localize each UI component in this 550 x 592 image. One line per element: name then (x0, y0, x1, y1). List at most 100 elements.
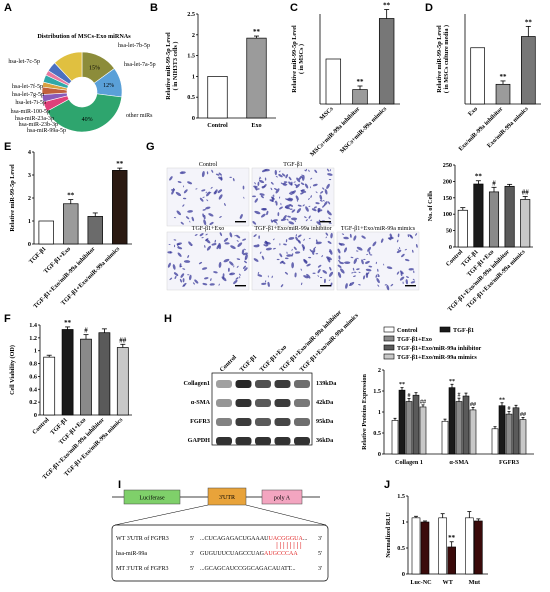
blot-band-2-2 (255, 418, 271, 426)
cell-1 (315, 191, 318, 194)
pie-label-7: hsa-let-7i-5p (15, 100, 46, 106)
bar-C-0 (325, 58, 342, 105)
cell-4 (341, 233, 345, 235)
cell-2 (188, 241, 193, 247)
bar-E-0 (38, 220, 54, 245)
y-tick-label-F: 0.2 (29, 399, 37, 406)
cell-3 (267, 281, 270, 287)
cell-1 (270, 219, 273, 223)
y-tick-label-F: 0.6 (29, 373, 37, 380)
y-axis-label-E: Relative miR-99-5p Level (9, 164, 16, 232)
cell-2 (238, 273, 241, 276)
pie-pct-label-0: 15% (89, 65, 100, 71)
blot-kda-label-0: 139kDa (316, 380, 336, 387)
cell-4 (337, 272, 342, 278)
cell-3 (323, 278, 326, 284)
cell-0 (203, 219, 207, 226)
cell-0 (203, 214, 206, 220)
bar-H-2-4 (519, 419, 527, 455)
cell-3 (308, 237, 311, 240)
cell-4 (338, 259, 341, 263)
scale-bar-2 (235, 285, 246, 287)
cell-4 (377, 268, 379, 272)
sig-mark-E-1: ** (67, 192, 75, 200)
cell-2 (182, 268, 186, 270)
alignment-name-1: hsa-miR-99a (116, 551, 147, 557)
alignment-end-2: 5' (190, 566, 194, 572)
micrograph-2 (166, 231, 250, 291)
pie-label-4: hsa-miR-23b-3p (19, 122, 58, 128)
bar-E-2 (87, 216, 103, 245)
cell-1 (327, 201, 331, 205)
cell-2 (210, 278, 212, 282)
panel-letter-F: F (4, 313, 11, 325)
cell-1 (328, 179, 332, 181)
blot-protein-label-1: α-SMA (191, 399, 211, 406)
cell-2 (229, 232, 233, 238)
cell-3 (294, 272, 297, 278)
cell-2 (229, 261, 234, 266)
bar-H-2-3 (512, 407, 520, 455)
micrograph-label-4: TGF-β1+Exo/miR-99a mimics (341, 226, 416, 232)
cell-1 (307, 198, 310, 200)
sig-mark-F-1: ** (64, 319, 72, 327)
blot-band-3-4 (294, 437, 310, 445)
chart-title-A: Distribution of MSCs-Exo miRNAs (37, 33, 131, 40)
cell-1 (302, 174, 305, 181)
cell-1 (275, 201, 278, 206)
cell-1 (283, 181, 288, 183)
sig-mark-G-2: # (492, 179, 496, 187)
blot-band-2-1 (235, 418, 252, 426)
cell-4 (367, 246, 371, 252)
cell-4 (343, 236, 349, 240)
y-tick-label-H: 0 (378, 451, 381, 458)
legend-label-1: TGF-β1 (453, 327, 474, 334)
cell-4 (366, 272, 370, 275)
legend-swatch-1 (439, 326, 451, 333)
bar-G-3 (504, 185, 515, 248)
cell-2 (177, 252, 182, 257)
y-tick-label-F: 1.4 (29, 322, 37, 329)
alignment-end-1: 3' (190, 551, 194, 557)
panel-letter-G: G (146, 141, 155, 153)
category-label-E-0: TGF-β1 (28, 245, 48, 265)
y-tick-label-G: 100 (443, 211, 452, 218)
cell-1 (272, 195, 275, 197)
bar-F-0 (43, 356, 56, 416)
cell-1 (279, 206, 283, 210)
cell-0 (182, 197, 187, 200)
cell-3 (291, 262, 294, 269)
construct-label-1: 3'UTR (219, 495, 235, 501)
cell-0 (242, 185, 245, 190)
cell-2 (213, 271, 218, 274)
y-tick-label-G: 150 (443, 195, 452, 202)
micrograph-frame-0 (166, 167, 250, 227)
blot-kda-label-3: 36kDa (316, 437, 333, 444)
cell-1 (278, 196, 281, 199)
cell-1 (310, 177, 313, 180)
cell-1 (271, 196, 274, 202)
cell-1 (313, 206, 316, 209)
chart-B: 0 0.5 1 1.5 2 2.5 Control ** Exo Relative miR-99-… (165, 11, 276, 129)
cell-3 (301, 244, 305, 250)
y-tick-label-J: 1 (402, 519, 405, 526)
cell-2 (230, 272, 232, 275)
cell-0 (201, 189, 206, 192)
alignment-end2-1: 5' (318, 551, 322, 557)
cell-1 (294, 219, 296, 222)
bar-J-1-0 (438, 517, 447, 575)
cell-4 (412, 249, 414, 253)
cell-2 (201, 237, 204, 239)
micrograph-1 (251, 167, 335, 227)
cell-4 (396, 249, 402, 254)
cell-4 (353, 258, 358, 264)
cell-3 (257, 271, 260, 275)
cell-1 (275, 175, 278, 178)
cell-0 (218, 172, 222, 176)
y-tick-label-G: 200 (443, 178, 452, 185)
panel-letter-B: B (150, 2, 158, 14)
cell-4 (400, 271, 403, 276)
cell-2 (244, 267, 248, 272)
cell-1 (257, 181, 260, 186)
alignment-end2-0: 3' (318, 536, 322, 542)
